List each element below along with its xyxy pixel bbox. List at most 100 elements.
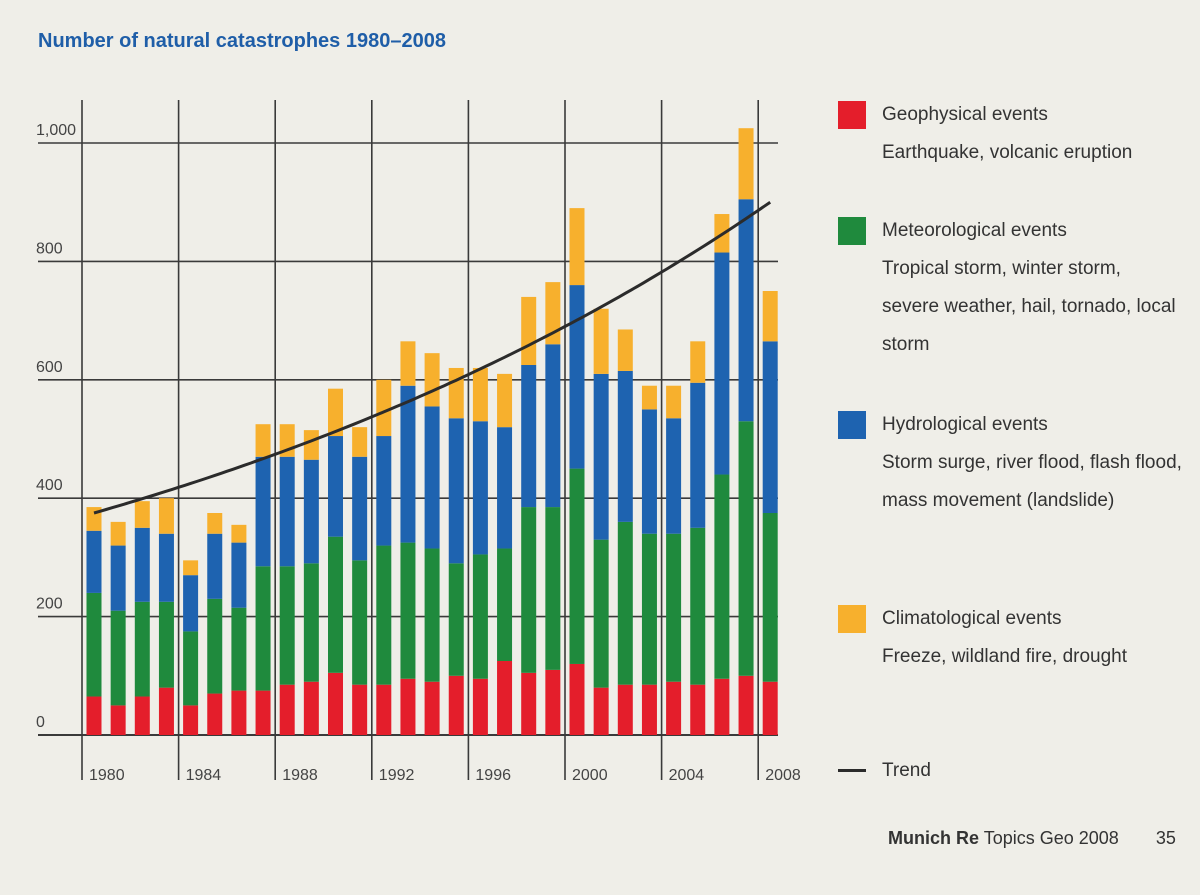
bar-segment-hydrological-1997 <box>497 427 513 549</box>
bar-segment-hydrological-1991 <box>352 456 368 561</box>
bar-segment-geophysical-1989 <box>303 681 319 735</box>
bar-segment-geophysical-1998 <box>521 672 537 735</box>
bar-segment-geophysical-1987 <box>255 690 271 735</box>
bar-segment-meteorological-1999 <box>545 507 561 670</box>
bar-segment-geophysical-2004 <box>666 681 682 735</box>
bar-segment-hydrological-1992 <box>376 436 392 546</box>
bar-segment-meteorological-2006 <box>714 474 730 679</box>
bar-segment-hydrological-1993 <box>400 385 416 543</box>
bar-segment-climatological-1995 <box>448 367 464 419</box>
legend-desc-hydrological: Storm surge, river flood, flash flood, m… <box>882 452 1182 511</box>
bar-segment-hydrological-1981 <box>110 545 126 611</box>
bar-segment-meteorological-2002 <box>617 521 633 685</box>
legend-swatch-climatological <box>838 605 866 633</box>
bar-segment-geophysical-2008 <box>762 681 778 735</box>
bar-segment-climatological-2000 <box>569 208 585 286</box>
bar-segment-meteorological-2000 <box>569 468 585 664</box>
bar-segment-meteorological-2004 <box>666 533 682 682</box>
bar-segment-hydrological-2000 <box>569 285 585 469</box>
bar-segment-hydrological-1988 <box>279 456 295 567</box>
trend-line <box>93 200 772 515</box>
bar-segment-hydrological-2005 <box>690 382 706 528</box>
bar-segment-climatological-2005 <box>690 341 706 383</box>
bar-segment-climatological-1984 <box>183 560 199 576</box>
footer-page-number: 35 <box>1155 828 1176 848</box>
bar-segment-geophysical-1999 <box>545 669 561 735</box>
bar-segment-geophysical-2006 <box>714 678 730 735</box>
bar-segment-meteorological-1997 <box>497 548 513 661</box>
y-tick-label: 0 <box>36 714 45 731</box>
y-tick-label: 400 <box>36 477 63 494</box>
bar-segment-meteorological-1990 <box>328 536 343 673</box>
chart-title: Number of natural catastrophes 1980–2008 <box>38 30 446 52</box>
bar-segment-climatological-1993 <box>400 341 416 386</box>
bar-segment-meteorological-1983 <box>158 601 174 688</box>
bar-segment-meteorological-1993 <box>400 542 416 679</box>
y-tick-label: 800 <box>36 240 63 257</box>
legend-desc-climatological: Freeze, wildland fire, drought <box>882 646 1128 667</box>
x-tick-label: 2004 <box>669 767 705 784</box>
bar-segment-geophysical-1995 <box>448 675 464 735</box>
bar-segment-hydrological-2001 <box>593 373 609 540</box>
bar-segment-geophysical-1988 <box>279 684 295 735</box>
bar-segment-climatological-1989 <box>303 430 319 460</box>
footer: Munich Re Topics Geo 2008 35 <box>888 828 1176 849</box>
x-tick-label: 1996 <box>475 767 511 784</box>
bar-segment-meteorological-1996 <box>472 554 488 679</box>
bar-segment-meteorological-1986 <box>231 607 247 691</box>
bar-segment-meteorological-2007 <box>738 421 754 676</box>
x-tick-label: 1984 <box>186 767 222 784</box>
bar-segment-meteorological-1991 <box>352 560 368 685</box>
bar-segment-geophysical-2000 <box>569 663 585 735</box>
bar-segment-hydrological-1986 <box>231 542 247 608</box>
bar-segment-hydrological-1990 <box>328 436 343 537</box>
bar-segment-geophysical-1992 <box>376 684 392 735</box>
bar-segment-climatological-1986 <box>231 524 247 543</box>
bar-segment-geophysical-1981 <box>110 705 126 735</box>
bar-segment-hydrological-1989 <box>303 459 319 564</box>
bar-segment-meteorological-1987 <box>255 566 271 691</box>
bar-segment-geophysical-2001 <box>593 687 609 735</box>
legend-swatch-trend <box>838 769 866 772</box>
bar-segment-hydrological-2002 <box>617 370 633 522</box>
bar-segment-geophysical-2005 <box>690 684 706 735</box>
bar-segment-climatological-1991 <box>352 427 368 457</box>
bar-segment-meteorological-1989 <box>303 563 319 682</box>
bar-segment-geophysical-1990 <box>328 672 343 735</box>
x-tick-label: 2000 <box>572 767 608 784</box>
bar-segment-meteorological-1995 <box>448 563 464 676</box>
bar-segment-hydrological-2003 <box>641 409 657 534</box>
legend-label-hydrological: Hydrological events <box>882 414 1048 435</box>
bar-segment-hydrological-1982 <box>134 527 150 602</box>
bar-segment-climatological-2001 <box>593 308 609 374</box>
bar-segment-hydrological-1987 <box>255 456 271 567</box>
bar-segment-meteorological-2005 <box>690 527 706 685</box>
bar-segment-geophysical-1983 <box>158 687 174 735</box>
legend-label-climatological: Climatological events <box>882 608 1062 629</box>
legend-label-trend: Trend <box>882 760 931 781</box>
bar-segment-meteorological-2008 <box>762 513 778 682</box>
bar-segment-climatological-1997 <box>497 373 513 428</box>
bar-segment-climatological-1992 <box>376 379 392 437</box>
bar-segment-hydrological-1994 <box>424 406 440 549</box>
bar-segment-hydrological-1984 <box>183 575 199 632</box>
bar-segment-climatological-1996 <box>472 367 488 422</box>
bar-segment-geophysical-1986 <box>231 690 247 735</box>
bar-segment-geophysical-1993 <box>400 678 416 735</box>
y-tick-label: 600 <box>36 359 63 376</box>
bar-segment-hydrological-1983 <box>158 533 174 602</box>
bar-segment-geophysical-2003 <box>641 684 657 735</box>
legend-swatch-hydrological <box>838 411 866 439</box>
bar-segment-climatological-1987 <box>255 424 271 457</box>
bar-segment-meteorological-1985 <box>207 598 223 694</box>
legend-desc-geophysical: Earthquake, volcanic eruption <box>882 142 1133 163</box>
x-tick-label: 1992 <box>379 767 415 784</box>
bar-segment-geophysical-1985 <box>207 693 223 735</box>
bar-segment-geophysical-1980 <box>86 696 102 735</box>
bar-segment-geophysical-2007 <box>738 675 754 735</box>
legend-desc-meteorological: Tropical storm, winter storm, severe wea… <box>882 258 1176 355</box>
bar-segment-climatological-1981 <box>110 521 126 546</box>
bar-segment-geophysical-1982 <box>134 696 150 735</box>
